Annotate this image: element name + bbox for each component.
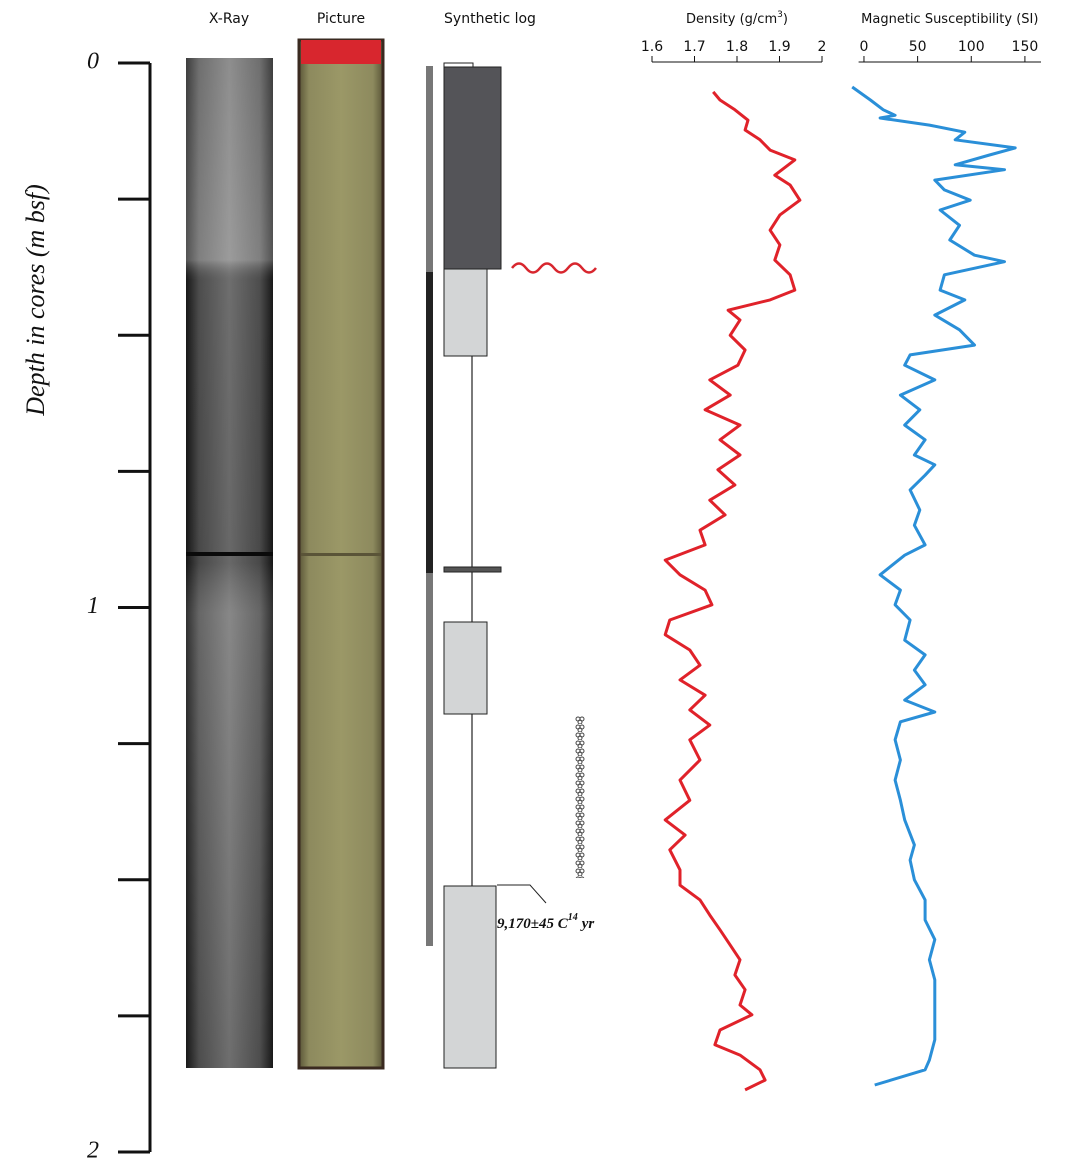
chart-title: Magnetic Susceptibility (SI) [861,12,1038,27]
x-tick-label: 1.6 [641,39,663,55]
xray-image [186,58,273,1068]
x-tick-label: 2 [818,39,827,55]
x-tick-label: 1.9 [768,39,790,55]
title-part: 3 [777,10,783,20]
title-part: ) [783,12,788,27]
chart-title: Density (g/cm3) [686,10,788,27]
profile-line [663,90,802,1092]
depth-tick-label: 0 [87,49,99,75]
x-tick-label: 1.7 [683,39,705,55]
depth-tick-label: 2 [87,1138,99,1162]
depth-tick-label: 1 [87,593,99,619]
picture-header: Picture [317,11,365,27]
profile-line [851,85,1017,1087]
core-picture [297,38,385,1070]
synthetic-log-header: Synthetic log [444,11,536,27]
xray-header: X-Ray [209,11,249,27]
depth-axis-label: Depth in cores (m bsf) [21,184,50,417]
synthetic-log [426,62,597,1069]
annotation-text: 9,170±45 C [497,916,569,932]
x-tick-label: 150 [1012,39,1039,55]
x-tick-label: 50 [909,39,927,55]
annotation-superscript: 14 [568,912,578,923]
x-tick-label: 1.8 [726,39,748,55]
title-part: Magnetic Susceptibility (SI) [861,12,1038,27]
annotation-unit: yr [580,916,595,932]
x-tick-label: 100 [958,39,985,55]
age-annotation: 9,170±45 C14 yr [497,912,594,932]
x-tick-label: 0 [860,39,869,55]
title-part: Density (g/cm [686,12,777,27]
